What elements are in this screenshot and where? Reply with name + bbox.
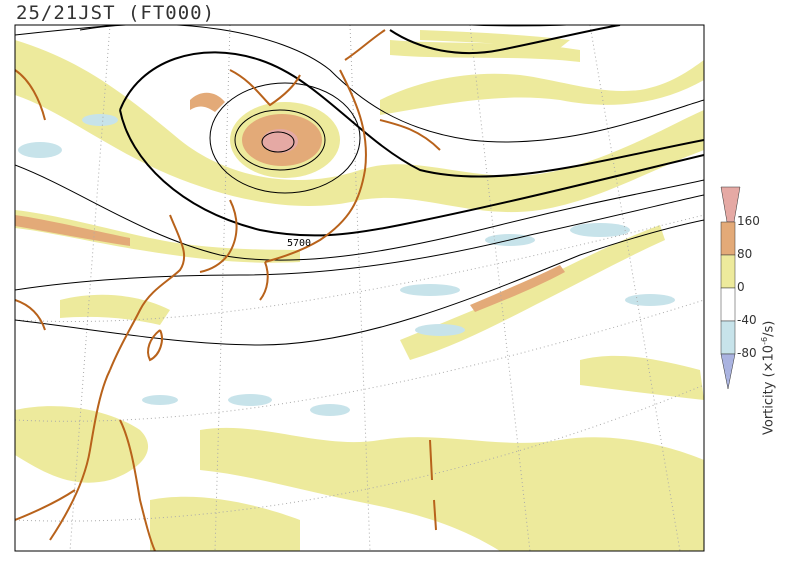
chart-title: 25/21JST (FT000) <box>16 2 216 24</box>
map-frame <box>14 24 705 552</box>
colorbar-label-exponent: -6 <box>760 336 769 345</box>
colorbar-bin-0-80 <box>720 254 736 289</box>
vorticity-field <box>15 30 704 551</box>
contour-label: 5700 <box>287 238 311 249</box>
colorbar-label-suffix: /s) <box>761 320 777 337</box>
colorbar-bin-under <box>720 353 736 390</box>
graticule <box>15 25 704 551</box>
colorbar-bin-neg80-neg40 <box>720 320 736 355</box>
height-contours <box>15 25 704 346</box>
colorbar-bin-neg40-0 <box>720 287 736 322</box>
colorbar-tick: 80 <box>737 247 753 261</box>
colorbar-tick: -40 <box>737 313 757 327</box>
colorbar-tick: 160 <box>737 214 760 228</box>
colorbar-label-prefix: Vorticity (×10 <box>761 344 777 435</box>
coastlines <box>15 29 441 551</box>
colorbar-tick: 0 <box>737 280 745 294</box>
colorbar <box>720 186 741 390</box>
colorbar-bin-80-160 <box>720 221 736 256</box>
colorbar-tick: -80 <box>737 346 757 360</box>
